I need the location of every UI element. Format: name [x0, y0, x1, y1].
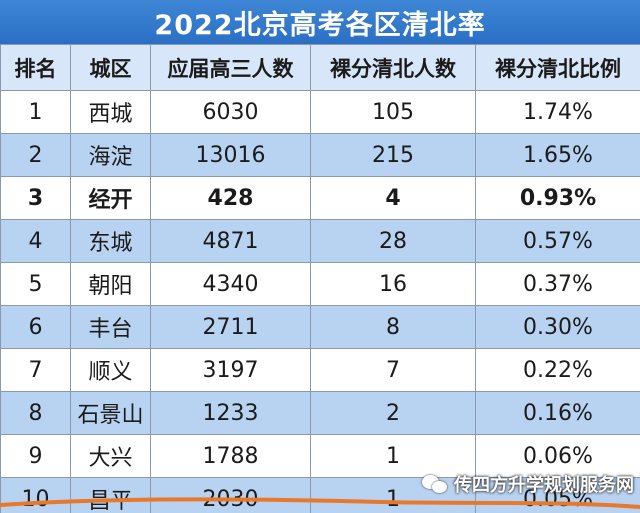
watermark-text: 传四方升学规划服务网: [454, 475, 634, 496]
ratio-cell: 1.65%: [475, 133, 640, 177]
table-row: 1 西城 6030 105 1.74%: [0, 90, 640, 134]
total-cell: 4340: [150, 262, 311, 306]
total-cell: 4871: [150, 219, 311, 263]
count-cell: 8: [310, 305, 476, 349]
ratio-cell: 1.74%: [475, 90, 640, 134]
ratio-cell: 0.37%: [475, 262, 640, 306]
rank-cell: 4: [0, 219, 71, 263]
table-row: 9 大兴 1788 1 0.06%: [0, 434, 640, 478]
table-row: 2 海淀 13016 215 1.65%: [0, 133, 640, 177]
rank-cell: 5: [0, 262, 71, 306]
total-cell: 1788: [150, 434, 311, 478]
count-cell: 105: [310, 90, 476, 134]
total-cell: 6030: [150, 90, 311, 134]
count-cell: 215: [310, 133, 476, 177]
rank-cell: 6: [0, 305, 71, 349]
district-cell: 朝阳: [70, 262, 151, 306]
header-ratio: 裸分清北比例: [475, 44, 640, 91]
header-row: 排名 城区 应届高三人数 裸分清北人数 裸分清北比例: [0, 44, 640, 91]
rank-cell: 3: [0, 176, 71, 220]
wechat-icon: [422, 473, 448, 495]
ratio-cell: 0.30%: [475, 305, 640, 349]
total-cell: 2030: [150, 477, 311, 513]
table-row: 6 丰台 2711 8 0.30%: [0, 305, 640, 349]
total-cell: 1233: [150, 391, 311, 435]
ratio-cell: 0.93%: [475, 176, 640, 220]
count-cell: 28: [310, 219, 476, 263]
district-cell: 昌平: [70, 477, 151, 513]
rank-cell: 7: [0, 348, 71, 392]
district-cell: 丰台: [70, 305, 151, 349]
table-row: 4 东城 4871 28 0.57%: [0, 219, 640, 263]
district-cell: 顺义: [70, 348, 151, 392]
district-cell: 大兴: [70, 434, 151, 478]
rank-cell: 9: [0, 434, 71, 478]
count-cell: 2: [310, 391, 476, 435]
header-district: 城区: [70, 44, 151, 91]
table-row-highlighted: 3 经开 428 4 0.93%: [0, 176, 640, 220]
watermark: 传四方升学规划服务网: [422, 470, 634, 498]
total-cell: 13016: [150, 133, 311, 177]
ratio-cell: 0.16%: [475, 391, 640, 435]
district-cell: 西城: [70, 90, 151, 134]
count-cell: 7: [310, 348, 476, 392]
header-count: 裸分清北人数: [310, 44, 476, 91]
ratio-cell: 0.06%: [475, 434, 640, 478]
total-cell: 3197: [150, 348, 311, 392]
rank-cell: 10: [0, 477, 71, 513]
count-cell: 16: [310, 262, 476, 306]
ratio-cell: 0.57%: [475, 219, 640, 263]
table-row: 5 朝阳 4340 16 0.37%: [0, 262, 640, 306]
rank-cell: 2: [0, 133, 71, 177]
total-cell: 428: [150, 176, 311, 220]
total-cell: 2711: [150, 305, 311, 349]
ratio-cell: 0.22%: [475, 348, 640, 392]
ranking-table: 排名 城区 应届高三人数 裸分清北人数 裸分清北比例 1 西城 6030 105…: [0, 44, 640, 513]
count-cell: 4: [310, 176, 476, 220]
rank-cell: 1: [0, 90, 71, 134]
header-total: 应届高三人数: [150, 44, 311, 91]
district-cell: 海淀: [70, 133, 151, 177]
district-cell: 石景山: [70, 391, 151, 435]
district-cell: 经开: [70, 176, 151, 220]
header-rank: 排名: [0, 44, 71, 91]
district-cell: 东城: [70, 219, 151, 263]
table-title: 2022北京高考各区清北率: [0, 0, 640, 44]
table-row: 7 顺义 3197 7 0.22%: [0, 348, 640, 392]
table-row: 8 石景山 1233 2 0.16%: [0, 391, 640, 435]
rank-cell: 8: [0, 391, 71, 435]
